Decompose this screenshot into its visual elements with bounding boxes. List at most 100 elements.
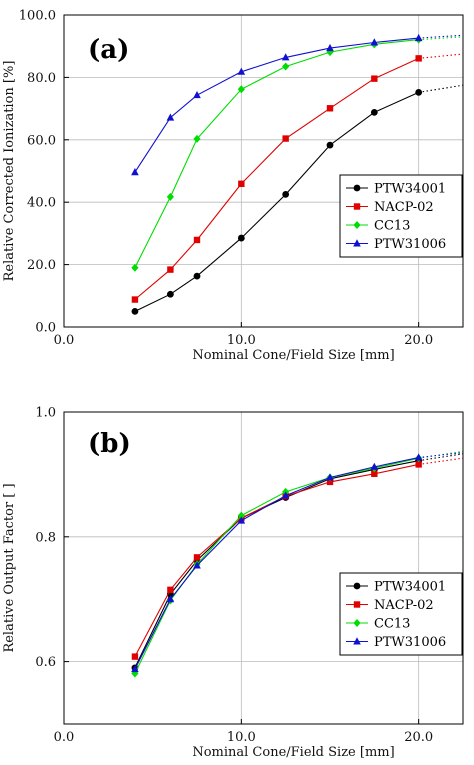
legend-label: PTW31006 — [374, 237, 446, 252]
plot-area — [64, 412, 463, 724]
data-point — [131, 168, 139, 176]
data-point — [326, 473, 334, 481]
legend-marker — [353, 203, 361, 210]
x-tick-label: 0.0 — [54, 730, 75, 745]
data-point — [131, 263, 139, 272]
legend-label: NACP-02 — [374, 598, 434, 613]
x-tick-label: 20.0 — [404, 333, 433, 348]
series-line — [134, 463, 419, 657]
extrapolation-line — [418, 457, 464, 465]
series-ptw31006 — [131, 33, 464, 176]
legend-label: CC13 — [374, 219, 410, 234]
legend-label: PTW31006 — [374, 635, 446, 650]
legend-label: NACP-02 — [374, 200, 434, 215]
data-point — [131, 664, 139, 673]
x-axis-label: Nominal Cone/Field Size [mm] — [192, 745, 394, 760]
data-point — [166, 113, 175, 121]
data-point — [414, 33, 423, 42]
legend-entry: NACP-02 — [346, 200, 434, 215]
axes-frame — [63, 411, 464, 725]
x-tick-label: 0.0 — [54, 333, 75, 348]
y-tick-label: 0.8 — [35, 530, 56, 545]
x-axis-label: Nominal Cone/Field Size [mm] — [192, 348, 394, 363]
data-point — [131, 296, 139, 303]
chart-panel-a: 0.0 10.0 20.0 0.0 20.0 40.0 60.0 80.0 100.0 Nomin… — [2, 9, 464, 363]
legend-entry: PTW34001 — [346, 182, 446, 197]
y-tick-label: 100.0 — [19, 9, 56, 24]
data-point — [415, 55, 422, 62]
y-tick-label: 0.0 — [35, 321, 56, 336]
data-point — [370, 462, 379, 470]
data-point — [166, 595, 175, 603]
data-point — [237, 511, 245, 520]
series-line — [134, 37, 419, 173]
series-ptw34001 — [131, 84, 464, 315]
chart-panel-b: 0.0 10.0 20.0 0.6 0.8 1.0 Nominal Cone/Field S… — [2, 406, 464, 760]
data-point — [415, 88, 423, 96]
data-point — [193, 561, 201, 569]
data-point — [193, 134, 201, 143]
legend-label: PTW34001 — [374, 182, 446, 197]
y-tick-label: 60.0 — [27, 133, 56, 148]
plot-area — [64, 15, 463, 327]
series-line — [134, 91, 419, 312]
extrapolation-line — [418, 453, 464, 462]
data-point — [167, 586, 174, 594]
series-line — [134, 457, 419, 670]
x-tick-label: 10.0 — [227, 333, 256, 348]
extrapolation-line — [418, 84, 464, 93]
x-tick-label: 20.0 — [404, 730, 433, 745]
legend-marker — [353, 601, 361, 608]
data-point — [282, 62, 290, 71]
legend-entry: PTW34001 — [346, 580, 446, 595]
legend-entry: PTW31006 — [346, 635, 446, 650]
data-point — [326, 43, 334, 52]
y-tick-label: 20.0 — [27, 258, 56, 273]
legend-entry: PTW31006 — [346, 237, 446, 252]
legend-entry: NACP-02 — [346, 598, 434, 613]
series-line — [134, 57, 419, 300]
data-point — [193, 272, 201, 280]
y-tick-label: 40.0 — [27, 196, 56, 211]
series-line — [134, 39, 419, 268]
y-axis-label: Relative Output Factor [ ] — [2, 483, 17, 652]
legend-label: PTW34001 — [374, 580, 446, 595]
data-point — [167, 290, 174, 298]
data-point — [237, 234, 245, 242]
extrapolation-line — [418, 36, 464, 41]
data-point — [166, 192, 174, 201]
legend-label: CC13 — [374, 617, 410, 632]
series-nacp-02 — [131, 53, 464, 303]
data-point — [193, 90, 201, 99]
data-point — [414, 453, 423, 461]
data-point — [281, 53, 290, 61]
data-point — [237, 516, 246, 524]
legend-marker — [353, 582, 361, 590]
legend-marker — [353, 221, 361, 229]
data-point — [371, 75, 378, 82]
legend-marker — [353, 637, 361, 645]
data-point — [237, 85, 245, 94]
extrapolation-line — [418, 53, 464, 59]
extrapolation-line — [418, 452, 464, 459]
y-tick-label: 0.6 — [35, 655, 56, 670]
data-point — [238, 180, 245, 187]
legend: PTW34001 NACP-02 CC13 PTW31006 — [339, 572, 463, 656]
data-point — [370, 108, 378, 116]
panel-label: (b) — [88, 429, 131, 459]
extrapolation-line — [418, 34, 464, 39]
panel-label: (a) — [88, 35, 129, 65]
data-point — [281, 491, 290, 499]
data-point — [131, 308, 139, 315]
data-point — [326, 478, 334, 486]
data-point — [167, 266, 174, 273]
legend-marker — [353, 239, 361, 247]
data-point — [326, 105, 334, 112]
data-point — [282, 135, 289, 142]
axes-frame — [63, 14, 464, 328]
y-tick-label: 80.0 — [27, 71, 56, 86]
data-point — [326, 141, 334, 149]
data-point — [371, 470, 378, 477]
data-point — [193, 236, 201, 244]
